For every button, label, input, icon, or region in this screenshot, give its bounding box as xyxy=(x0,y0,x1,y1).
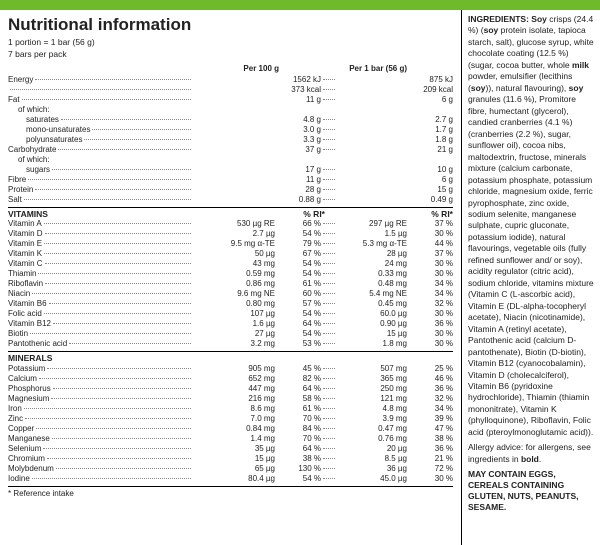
col-per-bar: Per 1 bar (56 g) xyxy=(325,64,407,74)
nutrient-row: Vitamin C43 mg54 %24 mg30 % xyxy=(8,259,453,269)
nutrient-row: Vitamin B121.6 µg64 %0.90 µg36 % xyxy=(8,319,453,329)
nutrient-row: Energy1562 kJ875 kJ xyxy=(8,75,453,85)
col-per-100g: Per 100 g xyxy=(197,64,279,74)
nutrient-row: Riboflavin0.86 mg61 %0.48 mg34 % xyxy=(8,279,453,289)
vitamins-header: VITAMINS % RI* % RI* xyxy=(8,207,453,220)
nutrient-row: Carbohydrate37 g21 g xyxy=(8,145,453,155)
nutrient-row: Vitamin D2.7 µg54 %1.5 µg30 % xyxy=(8,229,453,239)
nutrient-row: Manganese1.4 mg70 %0.76 mg38 % xyxy=(8,434,453,444)
nutrient-row: Pantothenic acid3.2 mg53 %1.8 mg30 % xyxy=(8,339,453,349)
nutrient-row: Fat11 g6 g xyxy=(8,95,453,105)
nutrient-row: polyunsaturates3.3 g1.8 g xyxy=(8,135,453,145)
nutrient-row: Calcium652 mg82 %365 mg46 % xyxy=(8,374,453,384)
basic-nutrients: Energy1562 kJ875 kJ373 kcal209 kcalFat11… xyxy=(8,75,453,205)
nutrient-row: Copper0.84 mg84 %0.47 mg47 % xyxy=(8,424,453,434)
footnote: * Reference intake xyxy=(8,489,453,499)
nutrition-panel: Nutritional information 1 portion = 1 ba… xyxy=(0,0,600,545)
allergy-advice: Allergy advice: for allergens, see ingre… xyxy=(468,442,594,465)
nutrient-row: Vitamin B60.80 mg57 %0.45 mg32 % xyxy=(8,299,453,309)
nutrient-row: Iron8.6 mg61 %4.8 mg34 % xyxy=(8,404,453,414)
nutrient-row: saturates4.8 g2.7 g xyxy=(8,115,453,125)
nutrient-row: Molybdenum65 µg130 %36 µg72 % xyxy=(8,464,453,474)
ingredients-column: INGREDIENTS: Soy crisps (24.4 %) (soy pr… xyxy=(462,10,600,545)
nutrient-row: 373 kcal209 kcal xyxy=(8,85,453,95)
nutrient-row: Vitamin A530 µg RE66 %297 µg RE37 % xyxy=(8,219,453,229)
may-contain: May contain eggs, cereals containing glu… xyxy=(468,469,594,513)
nutrient-row: Vitamin K50 µg67 %28 µg37 % xyxy=(8,249,453,259)
main-column: Nutritional information 1 portion = 1 ba… xyxy=(0,10,462,545)
nutrient-row: Magnesium216 mg58 %121 mg32 % xyxy=(8,394,453,404)
minerals-header: MINERALS xyxy=(8,351,453,364)
nutrient-row: of which: xyxy=(8,155,453,165)
nutrient-row: Potassium905 mg45 %507 mg25 % xyxy=(8,364,453,374)
vitamins-table: Vitamin A530 µg RE66 %297 µg RE37 %Vitam… xyxy=(8,219,453,349)
minerals-table: Potassium905 mg45 %507 mg25 %Calcium652 … xyxy=(8,364,453,484)
nutrient-row: Niacin9.6 mg NE60 %5.4 mg NE34 % xyxy=(8,289,453,299)
nutrient-row: mono-unsaturates3.0 g1.7 g xyxy=(8,125,453,135)
divider xyxy=(8,486,453,487)
nutrient-row: Chromium15 µg38 %8.5 µg21 % xyxy=(8,454,453,464)
nutrient-row: Protein28 g15 g xyxy=(8,185,453,195)
nutrient-row: Salt0.88 g0.49 g xyxy=(8,195,453,205)
title: Nutritional information xyxy=(8,14,453,35)
nutrient-row: of which: xyxy=(8,105,453,115)
portion-line: 1 portion = 1 bar (56 g) xyxy=(8,37,453,48)
nutrient-row: Thiamin0.59 mg54 %0.33 mg30 % xyxy=(8,269,453,279)
nutrient-row: Folic acid107 µg54 %60.0 µg30 % xyxy=(8,309,453,319)
nutrient-row: Selenium35 µg64 %20 µg36 % xyxy=(8,444,453,454)
nutrient-row: Biotin27 µg54 %15 µg30 % xyxy=(8,329,453,339)
column-headers: Per 100 g Per 1 bar (56 g) xyxy=(8,64,453,74)
nutrient-row: sugars17 g10 g xyxy=(8,165,453,175)
nutrient-row: Zinc7.0 mg70 %3.9 mg39 % xyxy=(8,414,453,424)
nutrient-row: Iodine80.4 µg54 %45.0 µg30 % xyxy=(8,474,453,484)
ingredients-text: INGREDIENTS: Soy crisps (24.4 %) (soy pr… xyxy=(468,14,594,438)
nutrient-row: Fibre11 g6 g xyxy=(8,175,453,185)
pack-line: 7 bars per pack xyxy=(8,49,453,60)
nutrient-row: Vitamin E9.5 mg α-TE79 %5.3 mg α-TE44 % xyxy=(8,239,453,249)
nutrient-row: Phosphorus447 mg64 %250 mg36 % xyxy=(8,384,453,394)
